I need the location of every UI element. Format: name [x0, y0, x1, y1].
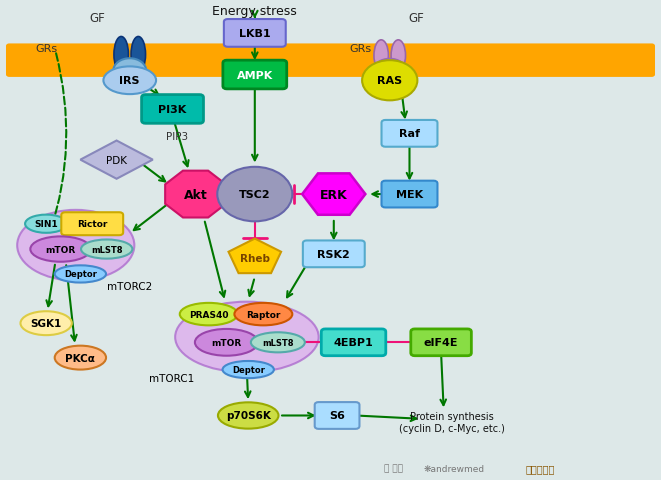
- Ellipse shape: [218, 403, 278, 429]
- Text: SGK1: SGK1: [30, 319, 61, 328]
- Ellipse shape: [195, 329, 258, 356]
- Ellipse shape: [17, 210, 134, 281]
- Circle shape: [362, 61, 417, 101]
- Text: PI3K: PI3K: [159, 105, 186, 115]
- Text: Rictor: Rictor: [77, 220, 107, 229]
- Text: Energy stress: Energy stress: [212, 5, 297, 18]
- Text: mTORC1: mTORC1: [149, 373, 194, 384]
- Text: GRs: GRs: [349, 44, 371, 54]
- FancyBboxPatch shape: [381, 120, 438, 147]
- Text: mLST8: mLST8: [91, 245, 122, 254]
- Text: mTORC2: mTORC2: [107, 281, 153, 291]
- FancyBboxPatch shape: [61, 213, 123, 236]
- Text: TSC2: TSC2: [239, 190, 270, 200]
- Text: Rheb: Rheb: [240, 253, 270, 263]
- Ellipse shape: [20, 312, 72, 336]
- Text: p70S6K: p70S6K: [226, 410, 270, 420]
- Ellipse shape: [374, 41, 389, 72]
- FancyBboxPatch shape: [6, 44, 655, 78]
- Text: Deptor: Deptor: [232, 365, 264, 374]
- Text: ERK: ERK: [320, 188, 348, 201]
- Text: GRs: GRs: [35, 44, 58, 54]
- Text: PKCα: PKCα: [65, 353, 95, 363]
- Ellipse shape: [114, 37, 128, 73]
- Text: ⓧ 雪球: ⓧ 雪球: [383, 464, 403, 473]
- Text: GF: GF: [89, 12, 104, 24]
- Text: Raf: Raf: [399, 129, 420, 139]
- Text: Deptor: Deptor: [64, 270, 97, 279]
- Text: PDK: PDK: [106, 156, 127, 165]
- Text: mTOR: mTOR: [46, 245, 76, 254]
- FancyBboxPatch shape: [315, 402, 360, 429]
- Text: eIF4E: eIF4E: [424, 337, 458, 348]
- Ellipse shape: [55, 266, 106, 283]
- Ellipse shape: [25, 215, 67, 233]
- Text: Akt: Akt: [184, 188, 208, 201]
- Text: GF: GF: [408, 12, 424, 24]
- Polygon shape: [302, 174, 366, 216]
- Polygon shape: [165, 171, 226, 218]
- Circle shape: [217, 168, 292, 222]
- Text: PIP3: PIP3: [166, 132, 188, 142]
- FancyBboxPatch shape: [141, 96, 204, 124]
- FancyBboxPatch shape: [223, 61, 287, 90]
- FancyBboxPatch shape: [224, 20, 286, 48]
- FancyBboxPatch shape: [410, 329, 471, 356]
- Text: IRS: IRS: [120, 76, 140, 86]
- Text: Raptor: Raptor: [246, 310, 280, 319]
- Ellipse shape: [131, 37, 145, 73]
- Text: AMPK: AMPK: [237, 71, 273, 80]
- Ellipse shape: [373, 60, 407, 84]
- Text: S6: S6: [329, 410, 345, 420]
- Text: 凯莱英药闻: 凯莱英药闻: [525, 463, 555, 473]
- Ellipse shape: [113, 59, 146, 84]
- Text: Protein synthesis
(cyclin D, c-Myc, etc.): Protein synthesis (cyclin D, c-Myc, etc.…: [399, 411, 505, 433]
- Polygon shape: [81, 141, 153, 180]
- Text: PRAS40: PRAS40: [189, 310, 229, 319]
- Text: mTOR: mTOR: [212, 338, 242, 347]
- Ellipse shape: [175, 302, 319, 372]
- Ellipse shape: [30, 237, 91, 262]
- Ellipse shape: [81, 240, 132, 259]
- Text: RAS: RAS: [377, 76, 403, 86]
- Text: SIN1: SIN1: [34, 220, 58, 229]
- Text: RSK2: RSK2: [317, 249, 350, 259]
- FancyBboxPatch shape: [321, 329, 386, 356]
- Ellipse shape: [180, 303, 238, 325]
- Text: LKB1: LKB1: [239, 29, 270, 39]
- Ellipse shape: [235, 303, 292, 325]
- Ellipse shape: [251, 333, 305, 353]
- FancyBboxPatch shape: [303, 241, 365, 268]
- Text: ❋andrewmed: ❋andrewmed: [424, 464, 485, 473]
- Text: mLST8: mLST8: [262, 338, 293, 347]
- Polygon shape: [229, 239, 281, 274]
- Text: 4EBP1: 4EBP1: [334, 337, 373, 348]
- Ellipse shape: [223, 361, 274, 378]
- Ellipse shape: [55, 346, 106, 370]
- Ellipse shape: [103, 67, 156, 95]
- FancyBboxPatch shape: [381, 181, 438, 208]
- Text: MEK: MEK: [396, 190, 423, 200]
- Ellipse shape: [391, 41, 406, 72]
